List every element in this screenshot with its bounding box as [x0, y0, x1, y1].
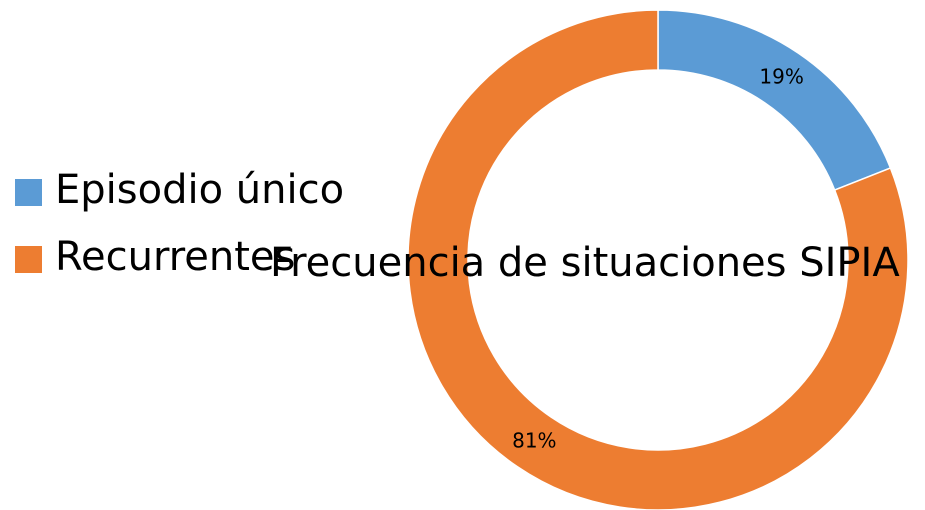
chart-title: Frecuencia de situaciones SIPIA — [270, 240, 900, 286]
legend-swatch — [15, 246, 42, 273]
data-label: 19% — [759, 65, 803, 89]
donut-slice — [657, 9, 892, 192]
legend-label: Episodio único — [55, 167, 344, 213]
legend-swatch — [15, 179, 42, 206]
legend-label: Recurrentes — [55, 234, 295, 280]
data-label: 81% — [512, 428, 556, 452]
donut-slice — [407, 9, 909, 510]
